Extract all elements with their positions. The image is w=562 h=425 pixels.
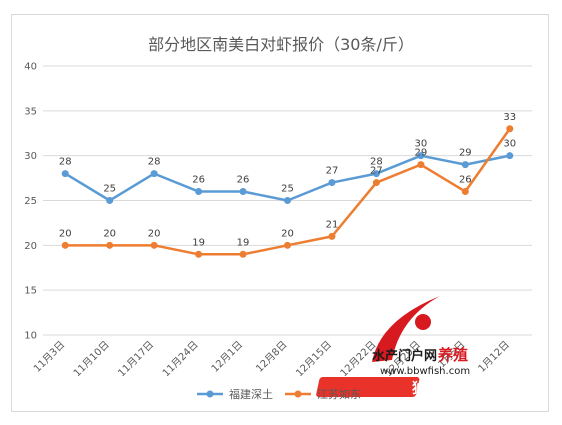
watermark-brand: 养殖	[437, 346, 468, 364]
data-point	[106, 241, 114, 249]
watermark-logo: 水产门户网 养殖 www.bbwfish.com 独家报道	[316, 296, 470, 397]
data-point	[195, 188, 203, 196]
data-point	[417, 161, 425, 169]
x-tick-label: 12月8日	[253, 339, 289, 375]
data-point	[150, 241, 158, 249]
chart-title: 部分地区南美白对虾报价（30条/斤）	[148, 35, 414, 54]
y-tick-label: 40	[24, 62, 37, 73]
x-tick-label: 12月1日	[209, 339, 245, 375]
data-point	[106, 197, 114, 204]
data-point	[61, 241, 69, 249]
data-label: 29	[459, 148, 472, 159]
data-label: 30	[503, 139, 516, 150]
data-point	[150, 170, 158, 178]
legend-label: 江苏如东	[317, 387, 361, 401]
data-label: 30	[414, 139, 427, 150]
data-label: 26	[237, 175, 250, 186]
data-label: 20	[148, 228, 161, 239]
data-label: 27	[370, 166, 383, 177]
data-point	[417, 152, 425, 160]
data-point	[461, 188, 469, 196]
x-tick-label: 11月24日	[160, 339, 201, 380]
data-label: 26	[192, 175, 205, 186]
data-label: 27	[326, 166, 339, 177]
data-point	[61, 170, 69, 178]
y-tick-label: 35	[24, 106, 37, 117]
y-tick-label: 15	[24, 286, 37, 297]
legend: 福建深土 江苏如东	[197, 387, 361, 401]
x-tick-label: 11月3日	[31, 339, 67, 375]
watermark-slogan: 独家报道	[412, 380, 468, 397]
watermark-dot	[415, 314, 431, 330]
data-label: 25	[103, 184, 116, 195]
data-label: 20	[59, 228, 72, 239]
data-label: 33	[503, 112, 516, 123]
y-axis: 10 15 20 25 30 35 40	[24, 62, 37, 342]
data-point	[239, 188, 247, 196]
data-label: 28	[148, 157, 161, 168]
x-tick-label: 11月17日	[116, 339, 157, 380]
data-point	[284, 197, 291, 204]
series-layer	[61, 125, 514, 258]
data-label: 28	[370, 157, 383, 168]
data-label: 25	[281, 184, 294, 195]
y-tick-label: 10	[24, 331, 37, 342]
data-point	[506, 125, 514, 133]
y-tick-label: 30	[24, 151, 37, 162]
data-label: 26	[459, 175, 472, 186]
legend-marker	[294, 390, 302, 398]
legend-marker	[206, 390, 214, 398]
data-point	[195, 250, 203, 258]
data-point	[372, 179, 380, 187]
watermark-url: www.bbwfish.com	[380, 366, 470, 377]
chart-frame	[11, 14, 549, 412]
data-point	[284, 241, 291, 249]
data-point	[239, 250, 247, 258]
legend-label: 福建深土	[229, 387, 273, 401]
y-tick-label: 20	[24, 241, 37, 252]
data-point	[461, 161, 469, 169]
watermark-swoosh	[372, 296, 440, 362]
data-label: 21	[326, 219, 339, 230]
data-label: 19	[237, 237, 250, 248]
data-point	[328, 179, 336, 187]
y-tick-label: 25	[24, 196, 37, 207]
data-label: 29	[414, 148, 427, 159]
x-tick-label: 12月15日	[293, 339, 334, 380]
x-tick-label: 11月10日	[71, 339, 112, 380]
data-point	[328, 232, 336, 240]
data-point	[372, 170, 380, 178]
data-label: 28	[59, 157, 72, 168]
watermark-site-name: 水产门户网	[372, 348, 437, 364]
data-point	[506, 152, 514, 160]
x-tick-label: 1月12日	[476, 339, 512, 375]
data-label: 19	[192, 237, 205, 248]
gridlines	[43, 65, 532, 336]
watermark-banner	[316, 377, 420, 397]
data-label: 20	[103, 228, 116, 239]
data-label: 20	[281, 228, 294, 239]
